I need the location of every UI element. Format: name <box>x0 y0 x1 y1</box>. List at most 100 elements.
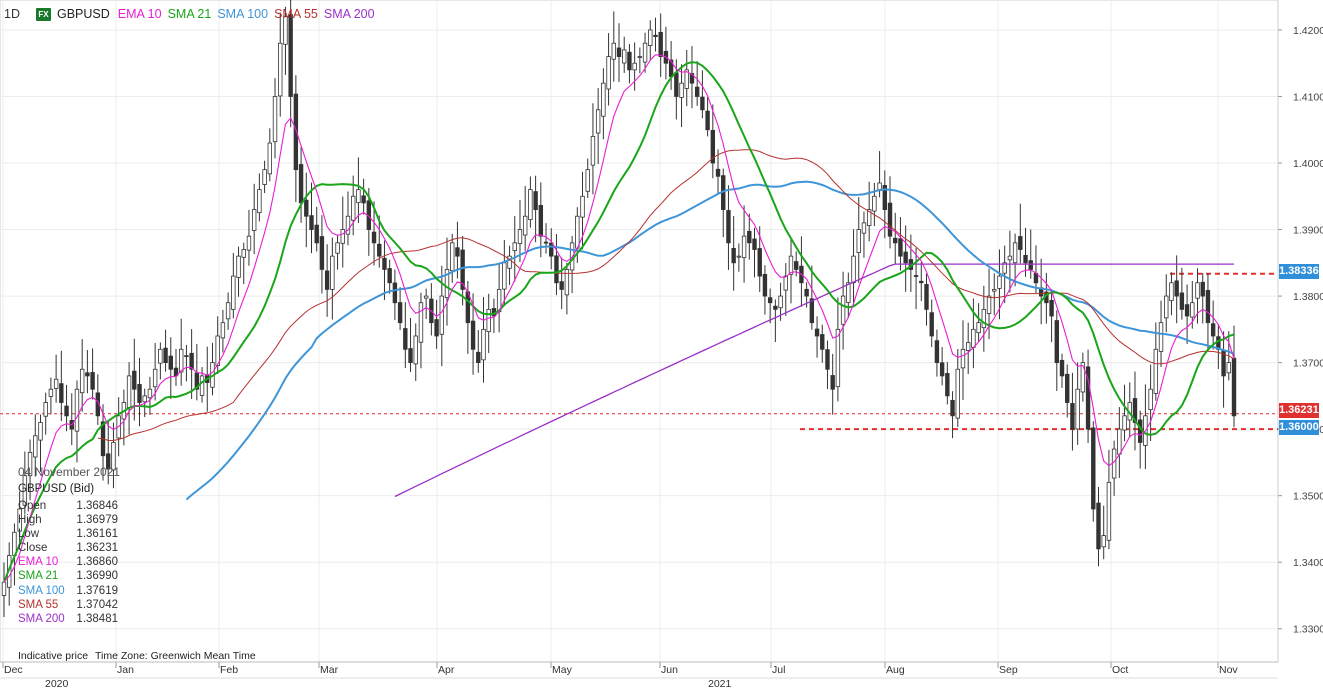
candle-body <box>272 96 278 143</box>
candle-body <box>1117 428 1122 455</box>
candle-body <box>731 247 736 264</box>
candle-body <box>757 248 762 277</box>
candle-body <box>444 269 450 299</box>
info-row-value: 1.36846 <box>76 500 118 512</box>
candle-body <box>1085 366 1091 430</box>
candle-body <box>939 362 945 377</box>
sma55-line <box>97 149 1235 442</box>
x-month-label: Mar <box>320 664 339 676</box>
candle-body <box>762 273 768 297</box>
candle-body <box>111 442 116 471</box>
candle-body <box>622 49 627 64</box>
symbol-label[interactable]: GBPUSD <box>56 7 110 21</box>
x-month-label: Nov <box>1219 664 1238 676</box>
candle-body <box>1065 373 1070 403</box>
candle-body <box>882 185 888 210</box>
candle-body <box>580 195 585 218</box>
candle-body <box>90 372 95 390</box>
timezone-note: Time Zone: Greenwich Mean Time <box>95 650 256 662</box>
candle-body <box>304 199 309 217</box>
timeframe-label[interactable]: 1D <box>4 7 20 21</box>
legend-sma21[interactable]: SMA 21 <box>167 7 212 21</box>
candle-body <box>439 295 444 335</box>
candle-body <box>507 255 512 269</box>
candle-body <box>168 355 173 370</box>
x-month-label: Feb <box>220 664 238 676</box>
candle-body <box>397 302 403 324</box>
candle-body <box>340 229 345 244</box>
legend-sma100[interactable]: SMA 100 <box>217 7 269 21</box>
candle-body <box>48 388 54 397</box>
legend-sma55[interactable]: SMA 55 <box>274 7 318 21</box>
price-tag-support: 1.36000 <box>1279 420 1319 435</box>
candle-body <box>79 368 85 394</box>
sma21-line <box>3 61 1235 583</box>
candle-body <box>132 370 137 390</box>
candle-body <box>1012 242 1018 264</box>
candle-body <box>1179 292 1185 310</box>
candle-body <box>898 238 903 257</box>
candle-body <box>960 348 966 369</box>
candle-body <box>835 328 841 388</box>
x-month-label: Oct <box>1112 664 1128 676</box>
candle-body <box>64 405 69 417</box>
candle-body <box>992 289 997 292</box>
candle-body <box>262 169 267 185</box>
x-month-label: Jan <box>117 664 134 676</box>
candle-body <box>199 375 205 396</box>
candle-body <box>559 281 564 290</box>
candle-body <box>470 320 476 350</box>
candle-body <box>356 189 361 204</box>
x-year-label: 2021 <box>708 678 732 689</box>
candle-body <box>1184 304 1190 317</box>
candle-body <box>220 322 226 339</box>
candle-body <box>538 204 544 237</box>
candle-body <box>17 508 22 532</box>
candle-body <box>512 242 517 251</box>
y-tick-label: 1.33000 <box>1293 624 1323 636</box>
legend-ema10[interactable]: EMA 10 <box>117 7 162 21</box>
candle-body <box>137 384 142 403</box>
candle-body <box>319 236 325 270</box>
candle-body <box>22 475 28 506</box>
y-tick-label: 1.35000 <box>1293 491 1323 503</box>
candle-body <box>893 237 898 244</box>
info-row-value: 1.36979 <box>76 514 118 527</box>
candle-body <box>549 242 554 257</box>
candle-body <box>1106 481 1112 541</box>
horizontal-levels <box>0 272 1278 431</box>
candle-body <box>632 62 637 71</box>
candle-body <box>924 283 929 310</box>
candle-body <box>856 229 861 253</box>
candle-body <box>298 164 304 204</box>
chart-header: 1D FX GBPUSD EMA 10 SMA 21 SMA 100 SMA 5… <box>4 5 375 23</box>
candle-body <box>184 355 189 358</box>
candle-body <box>345 215 351 235</box>
y-tick-label: 1.37000 <box>1293 358 1323 370</box>
candle-body <box>986 295 992 314</box>
y-tick-label: 1.40000 <box>1293 158 1323 170</box>
candle-body <box>241 249 246 258</box>
candle-body <box>533 191 538 210</box>
candle-body <box>251 209 257 231</box>
candle-body <box>455 247 460 257</box>
candle-body <box>450 242 455 272</box>
candle-body <box>1226 362 1231 374</box>
candle-body <box>648 29 653 46</box>
candle-body <box>976 322 981 334</box>
candle-body <box>1210 323 1216 337</box>
candle-body <box>288 14 293 97</box>
x-month-label: Jun <box>661 664 678 676</box>
candle-body <box>919 280 924 284</box>
candle-body <box>736 255 742 258</box>
candle-body <box>1054 320 1059 364</box>
candle-body <box>689 73 695 84</box>
candle-body <box>642 42 648 63</box>
info-row: Open 1.36846 <box>18 499 118 513</box>
candle-body <box>189 352 194 370</box>
candle-body <box>1205 290 1211 324</box>
candle-body <box>1049 299 1054 317</box>
candle-body <box>179 348 184 373</box>
legend-sma200[interactable]: SMA 200 <box>323 7 375 21</box>
